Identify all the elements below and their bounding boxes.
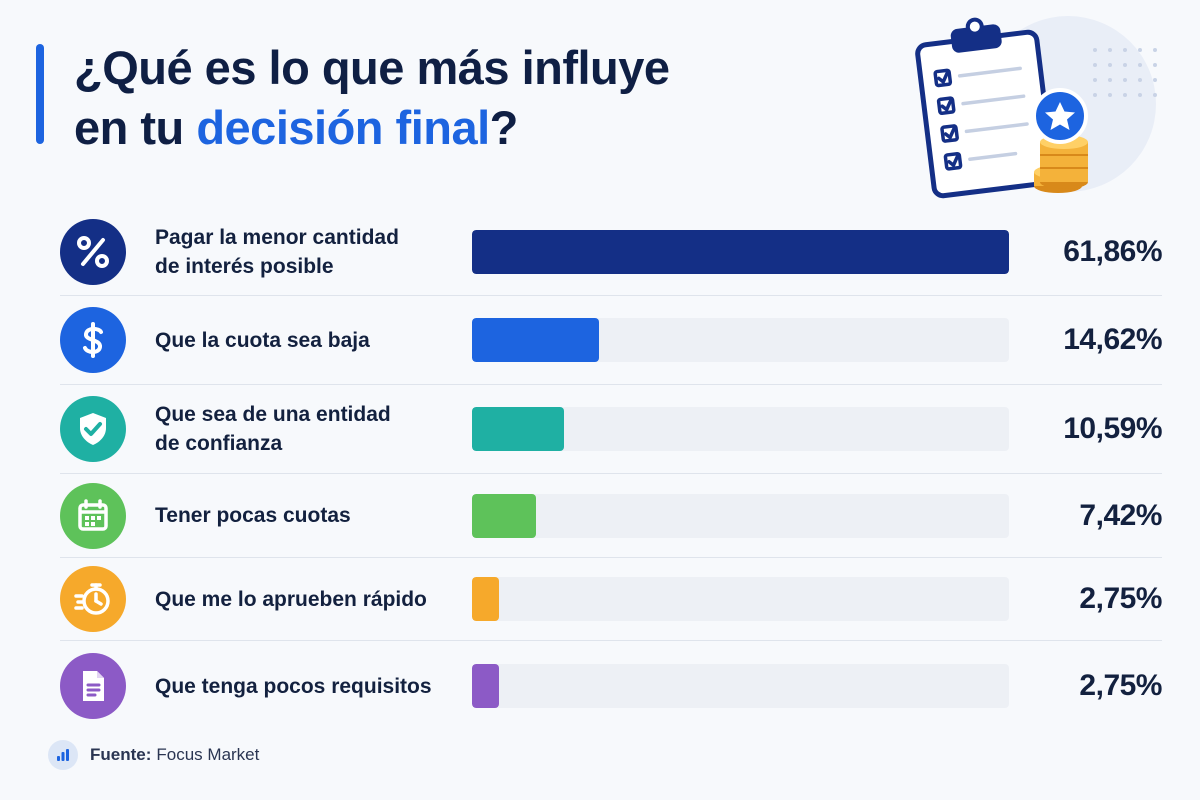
value-label: 61,86% xyxy=(1063,234,1162,268)
bar-track xyxy=(472,407,1009,451)
title-line-2-highlight: decisión final xyxy=(196,101,490,154)
bar-label-line: Tener pocas cuotas xyxy=(155,504,351,527)
source-value: Focus Market xyxy=(156,745,260,764)
document-icon xyxy=(60,653,126,719)
bar-label-line: de interés posible xyxy=(155,254,334,278)
bar-label-line: de confianza xyxy=(155,432,283,455)
percent-icon xyxy=(60,218,126,285)
bar-track xyxy=(472,577,1009,621)
source-note: Fuente: Focus Market xyxy=(48,740,259,770)
clipboard-illustration xyxy=(915,16,1157,199)
source-label: Fuente: xyxy=(90,745,152,764)
bar-label: Que sea de una entidad de confianza xyxy=(155,400,465,458)
calendar-icon xyxy=(60,482,126,549)
bar-label: Pagar la menor cantidad de interés posibl… xyxy=(155,223,465,281)
value-label: 2,75% xyxy=(1079,582,1162,615)
bar-chart-icon xyxy=(48,740,78,770)
chart-row: Pagar la menor cantidad de interés posibl… xyxy=(60,208,1162,296)
chart-row: Que me lo aprueben rápido 2,75% xyxy=(60,558,1162,641)
chart-row: Que sea de una entidad de confianza 10,59… xyxy=(60,385,1162,474)
value-label: 10,59% xyxy=(1063,412,1162,445)
bar-label-line: Que sea de una entidad xyxy=(155,403,391,426)
bar xyxy=(472,318,599,362)
title-line-1: ¿Qué es lo que más influye xyxy=(74,41,670,94)
bar xyxy=(472,664,499,708)
bar-label-line: Que la cuota sea baja xyxy=(155,328,370,352)
value-label: 7,42% xyxy=(1079,498,1162,532)
stopwatch-icon xyxy=(60,566,126,632)
bar-track xyxy=(472,229,1009,274)
title-line-2-plain: en tu xyxy=(74,101,197,154)
value-label: 14,62% xyxy=(1063,323,1162,356)
bar-label: Que la cuota sea baja xyxy=(155,326,465,355)
page-title: ¿Qué es lo que más influye en tu decisió… xyxy=(74,38,670,158)
bar xyxy=(472,407,564,451)
star-badge-icon xyxy=(1032,88,1088,144)
chart-row: Que la cuota sea baja 14,62% xyxy=(60,296,1162,385)
bar-label-line: Que tenga pocos requisitos xyxy=(155,674,432,698)
bar-label: Que tenga pocos requisitos xyxy=(155,672,465,701)
bar-track xyxy=(472,664,1009,708)
bar-track xyxy=(472,318,1009,362)
shield-check-icon xyxy=(60,396,126,462)
bar-track xyxy=(472,493,1009,538)
bar-label-line: Pagar la menor cantidad xyxy=(155,225,399,249)
bar-label: Que me lo aprueben rápido xyxy=(155,585,465,614)
bar-chart: Pagar la menor cantidad de interés posibl… xyxy=(60,208,1162,731)
title-line-2-end: ? xyxy=(489,101,519,154)
chart-row: Tener pocas cuotas 7,42% xyxy=(60,474,1162,558)
bar-label: Tener pocas cuotas xyxy=(155,501,465,530)
bar xyxy=(472,229,1009,274)
chart-row: Que tenga pocos requisitos 2,75% xyxy=(60,641,1162,731)
title-accent-bar xyxy=(36,44,44,144)
clipboard-icon xyxy=(915,17,1056,199)
bar-label-line: Que me lo aprueben rápido xyxy=(155,587,427,611)
value-label: 2,75% xyxy=(1079,669,1162,702)
dot-grid xyxy=(1093,48,1157,97)
bar xyxy=(472,577,499,621)
dollar-icon xyxy=(60,307,126,373)
bar xyxy=(472,493,537,538)
